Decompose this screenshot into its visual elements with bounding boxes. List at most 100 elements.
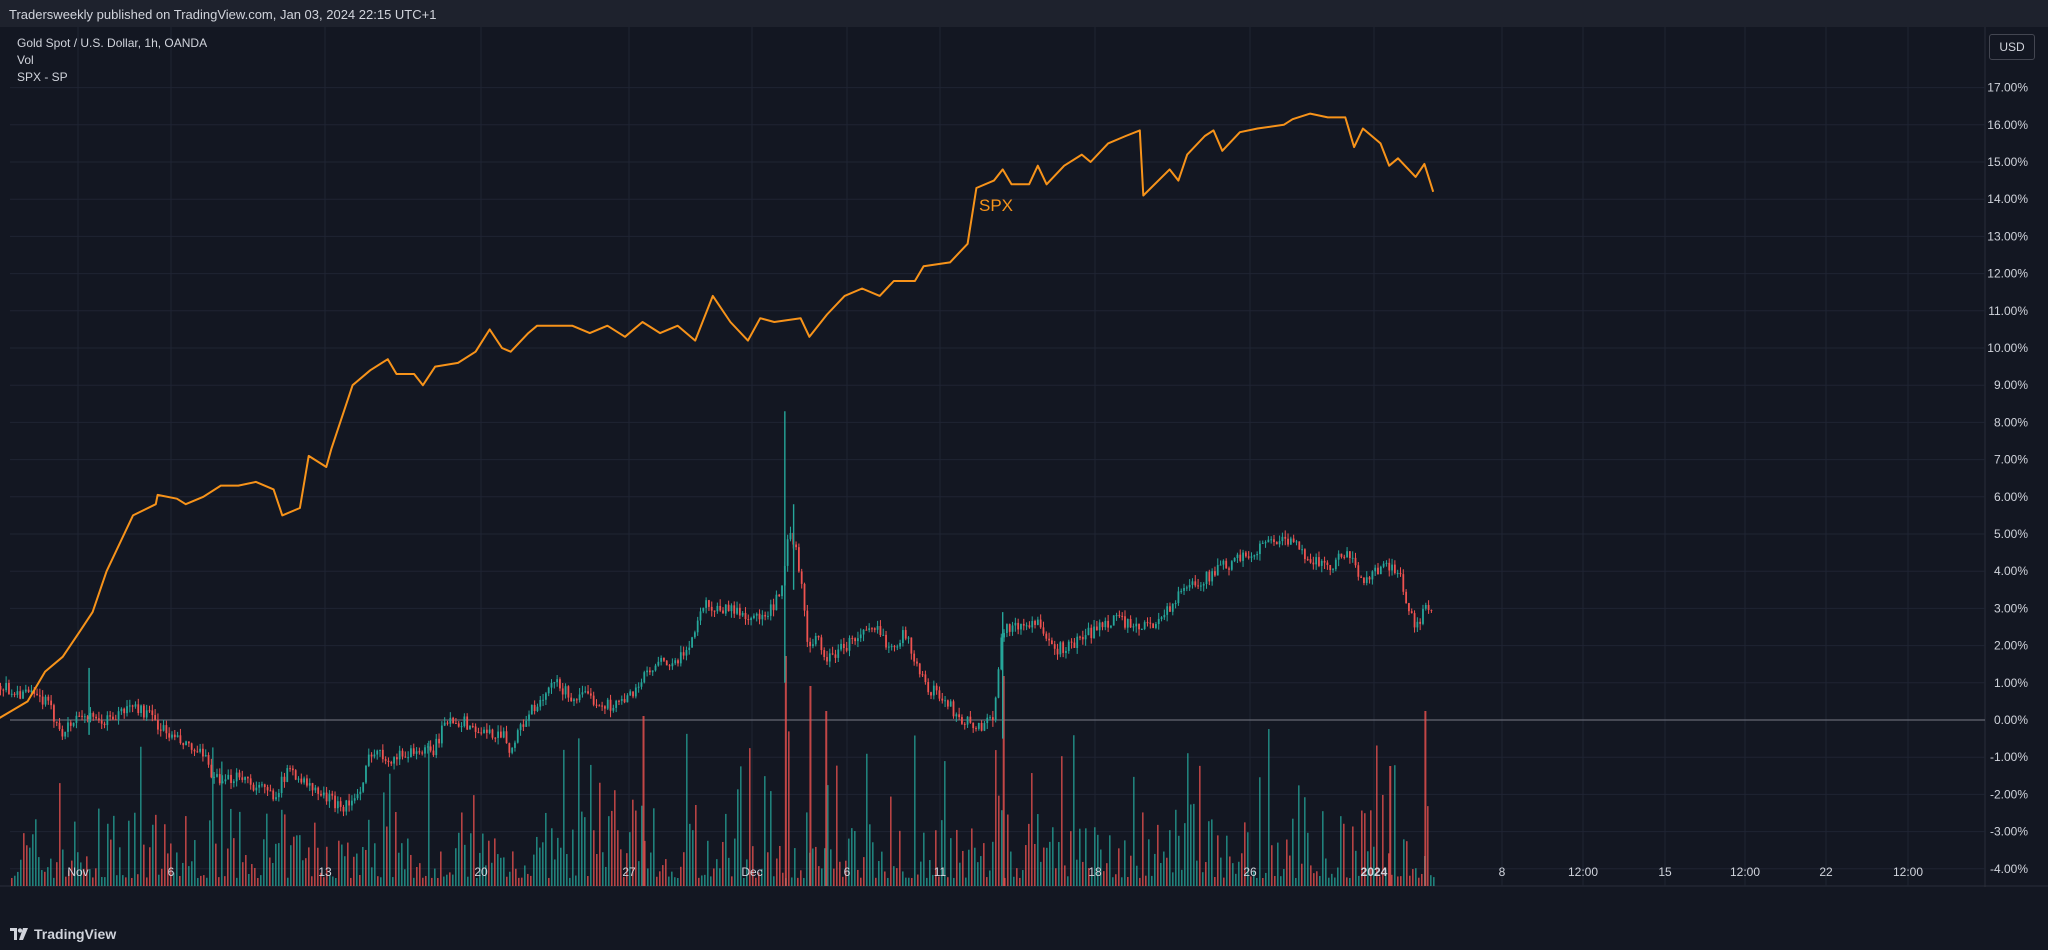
candle-body bbox=[584, 691, 587, 693]
volume-bar bbox=[1040, 861, 1042, 886]
volume-bar bbox=[197, 877, 199, 886]
volume-bar bbox=[725, 813, 727, 886]
volume-bar bbox=[1418, 877, 1420, 886]
volume-bar bbox=[365, 849, 367, 886]
volume-bar bbox=[1427, 806, 1429, 886]
candle-body bbox=[336, 801, 339, 809]
volume-bar bbox=[1223, 877, 1225, 886]
candle-body bbox=[300, 778, 303, 783]
candle-body bbox=[556, 679, 559, 683]
volume-bar bbox=[392, 877, 394, 886]
candle-body bbox=[961, 717, 963, 724]
volume-bar bbox=[68, 870, 70, 886]
y-tick-label: 15.00% bbox=[1987, 155, 2028, 169]
volume-bar bbox=[542, 842, 544, 886]
x-tick-label: 12:00 bbox=[1568, 865, 1598, 879]
volume-bar bbox=[77, 852, 79, 886]
candle-body bbox=[913, 653, 916, 662]
candle-body bbox=[615, 700, 618, 708]
candle-body bbox=[1076, 636, 1079, 648]
volume-bar bbox=[119, 847, 121, 886]
volume-bar bbox=[761, 868, 763, 886]
volume-bar bbox=[1250, 876, 1252, 886]
candle-body bbox=[67, 722, 69, 732]
candle-body bbox=[1180, 590, 1183, 592]
y-tick-label: -3.00% bbox=[1990, 825, 2028, 839]
brand-bar: TradingView bbox=[0, 918, 2048, 950]
volume-bar bbox=[596, 854, 598, 886]
price-chart[interactable]: SPX17.00%16.00%15.00%14.00%13.00%12.00%1… bbox=[0, 27, 2048, 887]
candle-body bbox=[944, 700, 946, 702]
candle-body bbox=[1177, 591, 1180, 604]
candle-body bbox=[483, 729, 485, 734]
candle-body bbox=[1318, 557, 1320, 566]
candle-body bbox=[1334, 559, 1337, 570]
candle-body bbox=[730, 605, 733, 612]
candle-body bbox=[750, 618, 753, 621]
candle-body bbox=[567, 686, 570, 698]
volume-bar bbox=[905, 877, 907, 886]
volume-bar bbox=[743, 877, 745, 886]
candle-body bbox=[882, 634, 885, 636]
volume-bar bbox=[599, 782, 601, 886]
x-tick-label: 12:00 bbox=[1893, 865, 1923, 879]
candle-body bbox=[134, 704, 137, 707]
candle-body bbox=[151, 710, 154, 716]
candle-body bbox=[1424, 604, 1427, 609]
candle-body bbox=[623, 699, 626, 703]
candle-body bbox=[30, 690, 33, 692]
candle-body bbox=[485, 729, 488, 733]
volume-bar bbox=[1280, 876, 1282, 886]
candle-body bbox=[1025, 625, 1028, 627]
currency-button[interactable]: USD bbox=[1989, 34, 2035, 60]
candle-body bbox=[601, 705, 604, 707]
candle-body bbox=[1377, 567, 1379, 575]
volume-bar bbox=[1283, 869, 1285, 886]
candle-body bbox=[123, 708, 126, 714]
volume-bar bbox=[665, 859, 667, 886]
candle-body bbox=[778, 594, 781, 597]
candle-body bbox=[1399, 572, 1402, 575]
volume-bar bbox=[1253, 871, 1255, 886]
volume-bar bbox=[1094, 827, 1096, 886]
candle-body bbox=[1222, 560, 1225, 565]
volume-bar bbox=[437, 877, 439, 886]
volume-bar bbox=[869, 824, 871, 886]
volume-bar bbox=[860, 877, 862, 886]
candle-body bbox=[1211, 571, 1214, 582]
volume-label[interactable]: Vol bbox=[17, 53, 34, 67]
candle-body bbox=[109, 715, 112, 717]
volume-bar bbox=[257, 877, 259, 886]
volume-bar bbox=[866, 753, 868, 886]
candle-body bbox=[92, 713, 95, 717]
candle-body bbox=[561, 688, 564, 695]
volume-bar bbox=[1166, 857, 1168, 886]
volume-bar bbox=[1088, 868, 1090, 886]
published-info: Tradersweekly published on TradingView.c… bbox=[9, 7, 437, 22]
volume-bar bbox=[1235, 873, 1237, 886]
volume-bar bbox=[497, 854, 499, 886]
candle-body bbox=[744, 612, 747, 620]
candle-body bbox=[1185, 587, 1188, 589]
volume-bar bbox=[878, 861, 880, 886]
candle-body bbox=[424, 747, 426, 754]
candle-body bbox=[989, 717, 991, 719]
symbol-label[interactable]: Gold Spot / U.S. Dollar, 1h, OANDA bbox=[17, 36, 208, 50]
compare-label[interactable]: SPX - SP bbox=[17, 70, 68, 84]
volume-bar bbox=[221, 761, 223, 886]
candle-body bbox=[1042, 627, 1045, 634]
volume-bar bbox=[92, 877, 94, 886]
candle-body bbox=[41, 696, 44, 705]
candle-body bbox=[207, 755, 210, 765]
volume-bar bbox=[926, 877, 928, 886]
candle-body bbox=[910, 637, 913, 654]
publish-bar: Tradersweekly published on TradingView.c… bbox=[0, 0, 2048, 27]
candle-body bbox=[1329, 565, 1332, 571]
candle-body bbox=[0, 686, 2, 690]
candle-body bbox=[578, 694, 581, 701]
volume-bar bbox=[662, 865, 664, 886]
chart-area[interactable]: SPX 17.00% 16.00% 15.00% 14.00% 13.00% 12.00% 1… bbox=[0, 27, 2048, 887]
candle-body bbox=[210, 764, 213, 778]
candle-body bbox=[677, 660, 679, 664]
volume-bar bbox=[848, 838, 850, 886]
